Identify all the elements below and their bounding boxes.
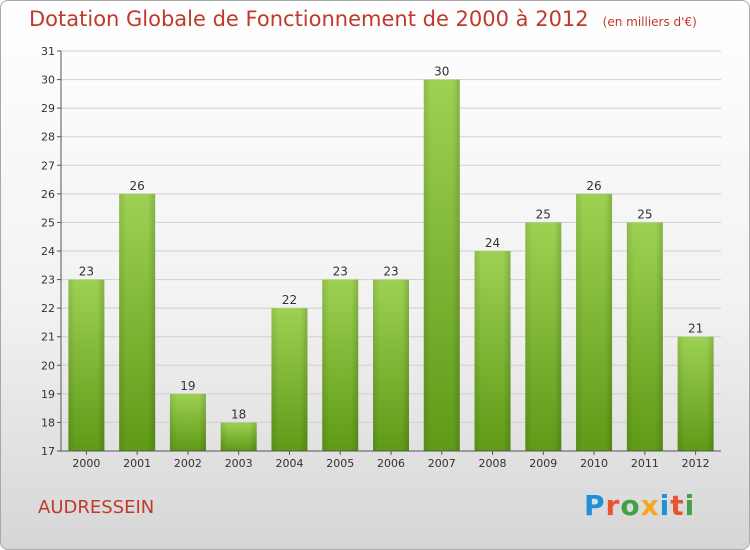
logo-letter: i [659,489,671,522]
y-tick-label: 26 [41,188,55,201]
bar-shade [169,393,206,451]
y-tick-label: 20 [41,359,55,372]
bar-shade [677,336,714,451]
logo-letter: x [640,489,660,522]
x-tick-label: 2010 [580,457,608,470]
data-label: 24 [485,236,500,250]
y-tick-label: 22 [41,302,55,315]
y-tick-label: 27 [41,159,55,172]
data-label: 26 [586,179,601,193]
logo-letter: o [620,489,641,522]
bar-shade [322,279,359,451]
commune-name: AUDRESSEIN [38,497,155,518]
y-tick-label: 18 [41,416,55,429]
bar-shade [271,308,308,451]
data-label: 26 [130,179,145,193]
x-tick-label: 2007 [428,457,456,470]
y-tick-label: 25 [41,216,55,229]
data-label: 25 [637,207,652,221]
x-tick-label: 2012 [682,457,710,470]
logo-letter: P [584,489,606,522]
x-tick-label: 2009 [529,457,557,470]
bar-shade [68,279,105,451]
proxiti-logo: Proxiti [584,489,695,522]
y-tick-label: 24 [41,245,55,258]
bar-shade [423,79,460,452]
logo-letter: i [684,489,696,522]
x-tick-label: 2006 [377,457,405,470]
data-label: 19 [180,379,195,393]
y-tick-label: 28 [41,131,55,144]
x-tick-label: 2003 [225,457,253,470]
y-tick-label: 19 [41,388,55,401]
chart-title: Dotation Globale de Fonctionnement de 20… [29,7,589,31]
y-tick-label: 23 [41,274,55,287]
data-label: 21 [688,322,703,336]
bar-shade [474,251,511,451]
y-tick-label: 21 [41,331,55,344]
x-tick-label: 2011 [631,457,659,470]
data-label: 25 [536,207,551,221]
y-tick-label: 31 [41,45,55,58]
data-label: 23 [383,265,398,279]
data-label: 30 [434,65,449,79]
bar-shade [373,279,409,451]
bar-shade [576,193,613,451]
y-tick-label: 29 [41,102,55,115]
chart-title-block: Dotation Globale de Fonctionnement de 20… [29,7,697,31]
logo-letter: t [670,489,685,522]
bar-shade [220,422,257,451]
x-tick-label: 2000 [72,457,100,470]
x-tick-label: 2002 [174,457,202,470]
logo-letter: r [605,489,621,522]
x-tick-label: 2005 [326,457,354,470]
bar-shade [525,222,562,451]
bar-shade [626,222,663,451]
x-tick-label: 2008 [479,457,507,470]
data-label: 18 [231,407,246,421]
y-tick-label: 17 [41,445,55,458]
chart-subtitle: (en milliers d'€) [602,15,697,29]
data-label: 23 [333,265,348,279]
x-tick-label: 2004 [275,457,303,470]
bar-shade [119,193,156,451]
y-tick-label: 30 [41,74,55,87]
data-label: 23 [79,265,94,279]
data-label: 22 [282,293,297,307]
x-tick-label: 2001 [123,457,151,470]
